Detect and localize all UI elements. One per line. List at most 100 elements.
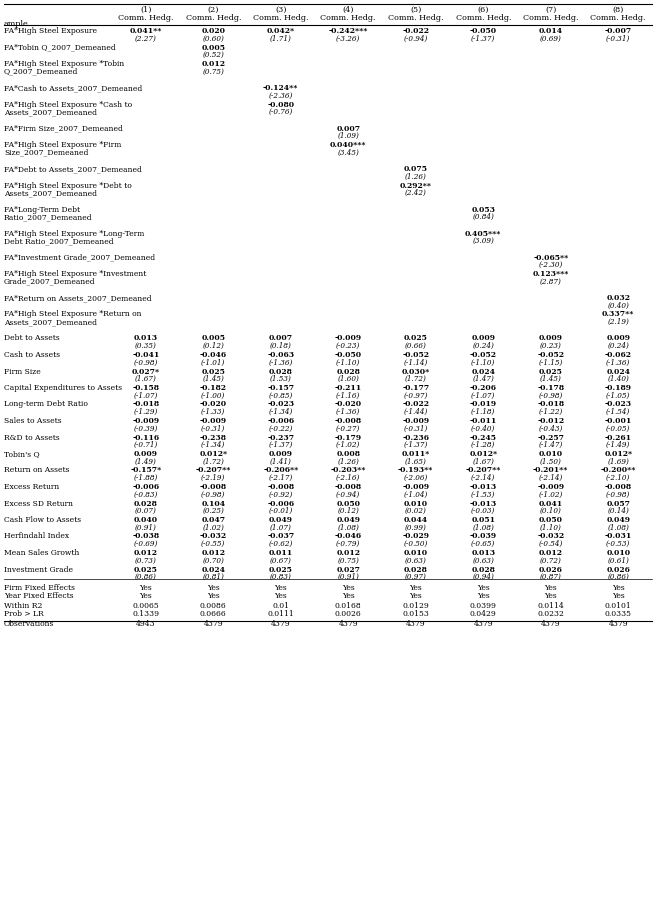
Text: (1.08): (1.08) xyxy=(607,523,629,531)
Text: (-1.36): (-1.36) xyxy=(268,358,293,366)
Text: -0.009: -0.009 xyxy=(133,417,159,425)
Text: Yes: Yes xyxy=(207,592,220,600)
Text: 0.053: 0.053 xyxy=(471,206,495,213)
Text: -0.116: -0.116 xyxy=(133,433,159,441)
Text: Yes: Yes xyxy=(612,583,625,591)
Text: (0.91): (0.91) xyxy=(135,523,157,531)
Text: Debt Ratio_2007_Demeaned: Debt Ratio_2007_Demeaned xyxy=(4,236,113,244)
Text: (1.67): (1.67) xyxy=(135,374,157,382)
Text: 0.020: 0.020 xyxy=(201,27,225,35)
Text: 0.026: 0.026 xyxy=(539,565,563,573)
Text: (8): (8) xyxy=(613,6,624,14)
Text: 0.075: 0.075 xyxy=(403,165,428,173)
Text: (-1.44): (-1.44) xyxy=(403,408,428,416)
Text: (1.60): (1.60) xyxy=(337,374,359,382)
Text: 0.010: 0.010 xyxy=(403,499,428,507)
Text: 0.005: 0.005 xyxy=(201,43,225,51)
Text: (-1.34): (-1.34) xyxy=(268,408,293,416)
Text: (-1.14): (-1.14) xyxy=(403,358,428,366)
Text: (1.72): (1.72) xyxy=(202,457,224,465)
Text: (1.40): (1.40) xyxy=(607,374,629,382)
Text: -0.065**: -0.065** xyxy=(533,253,568,262)
Text: (0.73): (0.73) xyxy=(135,556,157,564)
Text: (-0.53): (-0.53) xyxy=(606,539,630,548)
Text: 0.123***: 0.123*** xyxy=(533,270,569,278)
Text: (-1.34): (-1.34) xyxy=(201,440,226,448)
Text: (-1.88): (-1.88) xyxy=(134,474,158,482)
Text: FA*High Steel Exposure *Cash to: FA*High Steel Exposure *Cash to xyxy=(4,100,132,108)
Text: Yes: Yes xyxy=(274,583,287,591)
Text: (-1.29): (-1.29) xyxy=(134,408,158,416)
Text: (5): (5) xyxy=(410,6,421,14)
Text: (-2.10): (-2.10) xyxy=(606,474,630,482)
Text: (0.83): (0.83) xyxy=(270,573,292,580)
Text: (-1.02): (-1.02) xyxy=(336,440,360,448)
Text: (-0.22): (-0.22) xyxy=(268,424,293,432)
Text: 0.040: 0.040 xyxy=(134,515,158,523)
Text: -0.018: -0.018 xyxy=(133,400,159,408)
Text: FA*High Steel Exposure *Debt to: FA*High Steel Exposure *Debt to xyxy=(4,181,132,189)
Text: -0.008: -0.008 xyxy=(199,483,227,491)
Text: -0.062: -0.062 xyxy=(605,351,632,359)
Text: (1.45): (1.45) xyxy=(540,374,562,382)
Text: (-0.01): (-0.01) xyxy=(268,506,293,514)
Text: (0.12): (0.12) xyxy=(337,506,359,514)
Text: (-0.85): (-0.85) xyxy=(268,391,293,399)
Text: (0.63): (0.63) xyxy=(405,556,426,564)
Text: -0.031: -0.031 xyxy=(605,532,632,540)
Text: -0.261: -0.261 xyxy=(605,433,632,441)
Text: Investment Grade: Investment Grade xyxy=(4,565,73,573)
Text: -0.189: -0.189 xyxy=(605,383,632,391)
Text: Ratio_2007_Demeaned: Ratio_2007_Demeaned xyxy=(4,213,92,221)
Text: 4943: 4943 xyxy=(136,619,155,627)
Text: (-1.07): (-1.07) xyxy=(471,391,495,399)
Text: (2.42): (2.42) xyxy=(405,189,426,197)
Text: -0.009: -0.009 xyxy=(402,483,429,491)
Text: 0.057: 0.057 xyxy=(606,499,630,507)
Text: Yes: Yes xyxy=(207,583,220,591)
Text: (-0.62): (-0.62) xyxy=(268,539,293,548)
Text: (-0.50): (-0.50) xyxy=(403,539,428,548)
Text: (-0.98): (-0.98) xyxy=(134,358,158,366)
Text: (-2.36): (-2.36) xyxy=(268,91,293,99)
Text: -0.009: -0.009 xyxy=(537,483,564,491)
Text: -0.179: -0.179 xyxy=(335,433,362,441)
Text: Return on Assets: Return on Assets xyxy=(4,466,70,474)
Text: (2.19): (2.19) xyxy=(607,318,629,326)
Text: -0.157*: -0.157* xyxy=(130,466,161,474)
Text: (0.24): (0.24) xyxy=(607,342,629,350)
Text: (-0.92): (-0.92) xyxy=(268,490,293,498)
Text: (-0.79): (-0.79) xyxy=(336,539,360,548)
Text: -0.050: -0.050 xyxy=(470,27,497,35)
Text: (-0.39): (-0.39) xyxy=(134,424,158,432)
Text: (1.41): (1.41) xyxy=(270,457,292,465)
Text: 0.024: 0.024 xyxy=(201,565,225,573)
Text: (0.91): (0.91) xyxy=(337,573,359,580)
Text: 0.025: 0.025 xyxy=(269,565,293,573)
Text: (1.69): (1.69) xyxy=(607,457,629,465)
Text: (1.09): (1.09) xyxy=(337,132,359,140)
Text: Prob > LR: Prob > LR xyxy=(4,610,44,618)
Text: (-0.94): (-0.94) xyxy=(403,34,428,42)
Text: -0.022: -0.022 xyxy=(402,27,429,35)
Text: (0.69): (0.69) xyxy=(540,34,562,42)
Text: (-2.19): (-2.19) xyxy=(201,474,226,482)
Text: Observations: Observations xyxy=(4,619,54,627)
Text: Grade_2007_Demeaned: Grade_2007_Demeaned xyxy=(4,277,96,285)
Text: Within R2: Within R2 xyxy=(4,601,43,609)
Text: Comm. Hedg.: Comm. Hedg. xyxy=(388,14,443,22)
Text: (-1.10): (-1.10) xyxy=(471,358,495,366)
Text: (1): (1) xyxy=(140,6,152,14)
Text: 0.012: 0.012 xyxy=(201,548,225,557)
Text: (-0.94): (-0.94) xyxy=(336,490,360,498)
Text: (0.60): (0.60) xyxy=(202,34,224,42)
Text: 0.049: 0.049 xyxy=(606,515,630,523)
Text: -0.046: -0.046 xyxy=(199,351,227,359)
Text: Debt to Assets: Debt to Assets xyxy=(4,334,60,342)
Text: 0.009: 0.009 xyxy=(269,449,293,457)
Text: 4379: 4379 xyxy=(203,619,223,627)
Text: Comm. Hedg.: Comm. Hedg. xyxy=(321,14,376,22)
Text: -0.023: -0.023 xyxy=(605,400,632,408)
Text: 0.405***: 0.405*** xyxy=(465,229,501,237)
Text: (-0.98): (-0.98) xyxy=(201,490,226,498)
